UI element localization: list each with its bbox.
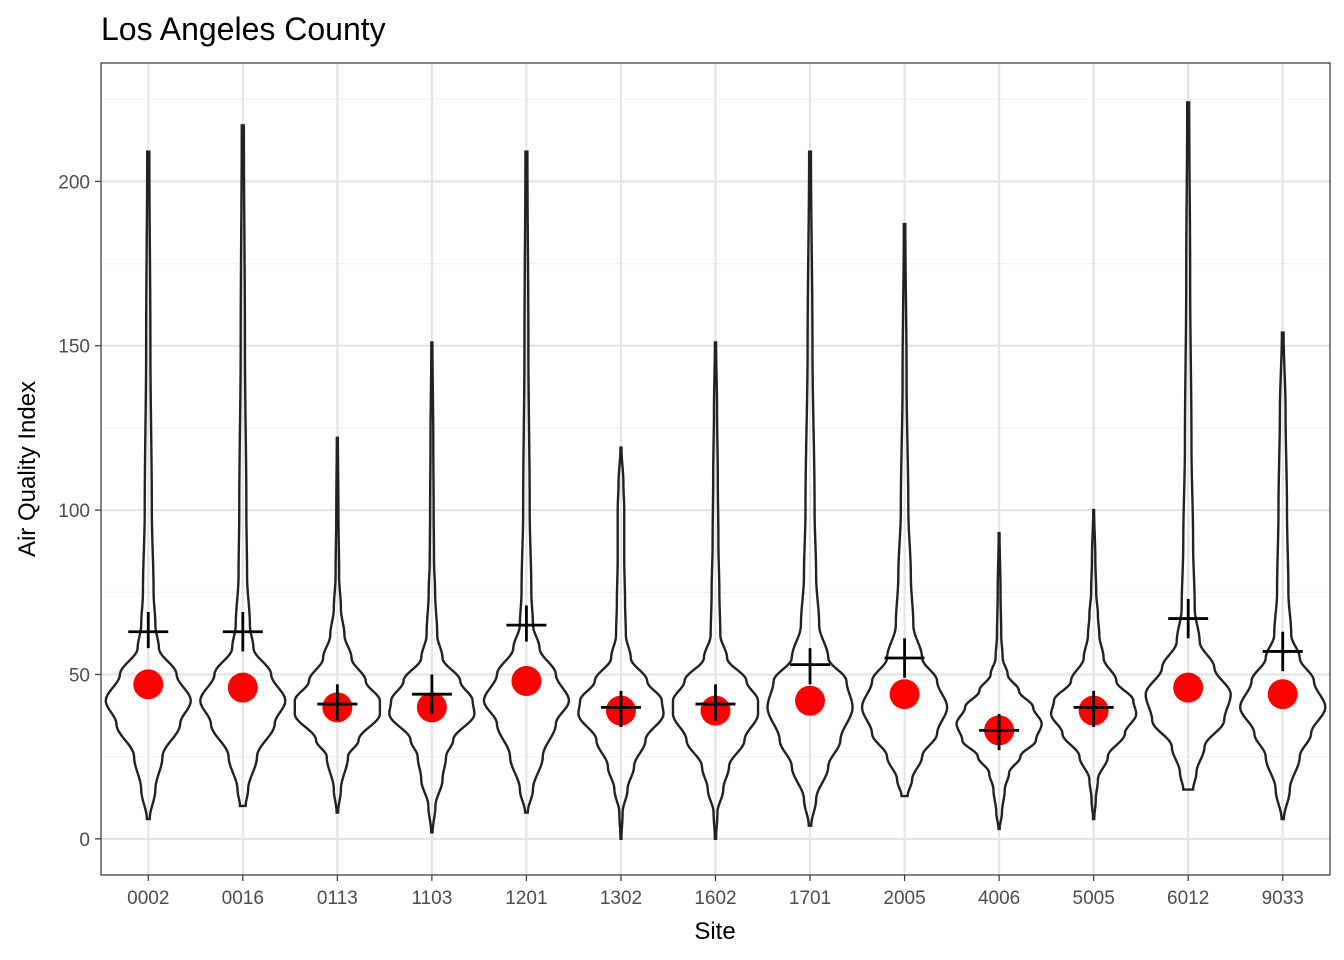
summary-crosses-layer <box>128 598 1303 751</box>
x-tick-label: 0113 <box>317 888 358 909</box>
violin-site-0002 <box>104 150 193 821</box>
violin-site-9033 <box>1239 331 1327 821</box>
x-tick-label: 0016 <box>222 888 264 909</box>
violin-site-1701 <box>766 150 854 827</box>
violin-site-1103 <box>388 341 476 834</box>
x-tick-label: 9033 <box>1262 888 1304 909</box>
x-tick-label: 2005 <box>883 888 925 909</box>
mean-point-site-6012 <box>1173 672 1204 703</box>
y-tick-label: 100 <box>58 501 90 522</box>
violin-site-0113 <box>293 436 382 814</box>
x-axis: 0002 0016 0113 1103 1201 1302 1602 1701 2005 4006… <box>127 875 1304 909</box>
mean-point-site-9033 <box>1267 679 1298 710</box>
mean-point-site-0016 <box>227 672 258 703</box>
violin-site-1602 <box>671 341 760 841</box>
x-tick-label: 5005 <box>1073 888 1115 909</box>
mean-point-site-1701 <box>795 685 826 716</box>
x-tick-label: 6012 <box>1167 888 1209 909</box>
violin-site-1302 <box>577 446 665 841</box>
x-tick-label: 1701 <box>789 888 831 909</box>
mean-point-site-2005 <box>889 679 920 710</box>
mean-point-site-1201 <box>511 666 542 697</box>
y-tick-label: 200 <box>58 172 90 193</box>
violin-layer <box>104 101 1327 841</box>
violin-site-0016 <box>199 124 287 808</box>
x-tick-label: 1602 <box>694 888 736 909</box>
violin-site-4006 <box>955 531 1043 831</box>
y-axis-title: Air Quality Index <box>14 381 41 557</box>
x-tick-label: 1302 <box>600 888 642 909</box>
x-tick-label: 1103 <box>411 888 452 909</box>
y-tick-label: 0 <box>79 830 90 851</box>
mean-point-site-0002 <box>133 669 164 700</box>
violin-site-5005 <box>1049 508 1138 821</box>
chart-title: Los Angeles County <box>101 11 386 47</box>
x-axis-title: Site <box>694 918 735 945</box>
x-tick-label: 1201 <box>505 888 547 909</box>
x-tick-label: 0002 <box>127 888 169 909</box>
y-axis: 0 50 100 150 200 <box>58 172 101 851</box>
grid-lines <box>101 63 1330 875</box>
violin-site-1201 <box>482 150 571 814</box>
y-tick-label: 150 <box>58 337 90 358</box>
y-tick-label: 50 <box>69 665 90 686</box>
violin-site-2005 <box>860 222 949 798</box>
violin-site-6012 <box>1144 101 1232 791</box>
x-tick-label: 4006 <box>978 888 1020 909</box>
